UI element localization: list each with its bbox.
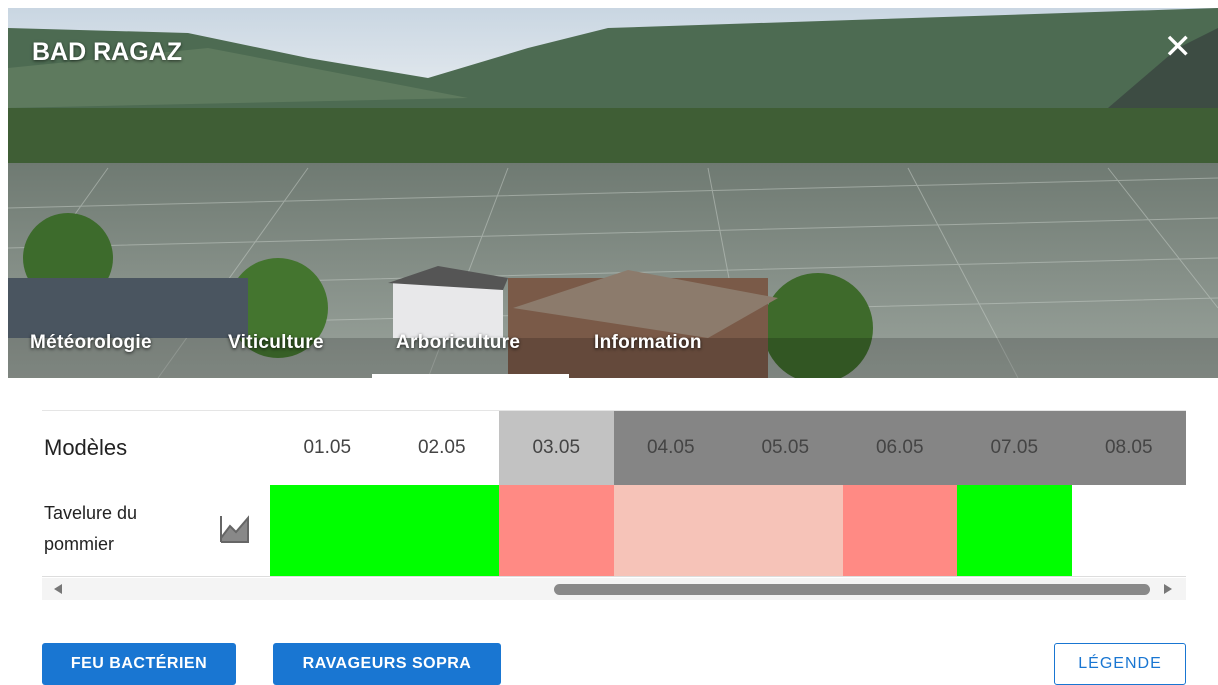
- scrollbar[interactable]: [42, 578, 1186, 600]
- table-header: Modèles: [44, 410, 127, 485]
- risk-cell: [728, 485, 843, 577]
- active-tab-indicator: [372, 374, 569, 378]
- location-title: BAD RAGAZ: [32, 38, 182, 67]
- scroll-thumb[interactable]: [554, 584, 1150, 595]
- tab[interactable]: Météorologie: [30, 332, 152, 354]
- action-button[interactable]: RAVAGEURS SOPRA: [273, 643, 501, 685]
- risk-cell: [614, 485, 729, 577]
- risk-cell: [385, 485, 500, 577]
- risk-cell: [499, 485, 614, 577]
- hero-image: BAD RAGAZ ✕ Météorologie Viticulture Arbor…: [8, 8, 1218, 378]
- page: BAD RAGAZ ✕ Météorologie Viticulture Arbor…: [0, 0, 1218, 682]
- tab[interactable]: Arboriculture: [396, 332, 520, 354]
- risk-cell: [270, 485, 385, 577]
- date-header: 08.05: [1072, 410, 1187, 485]
- date-header: 03.05: [499, 410, 614, 485]
- legend-button[interactable]: LÉGENDE: [1054, 643, 1186, 685]
- chart-icon[interactable]: [218, 512, 252, 546]
- landscape: [8, 8, 1218, 378]
- date-header: 07.05: [957, 410, 1072, 485]
- action-button[interactable]: FEU BACTÉRIEN: [42, 643, 236, 685]
- tab[interactable]: Viticulture: [228, 332, 324, 354]
- scroll-right[interactable]: [1164, 584, 1172, 594]
- close-button[interactable]: ✕: [1164, 30, 1193, 64]
- divider: [42, 410, 1186, 411]
- row-label: Tavelure du pommier: [44, 498, 194, 560]
- tab[interactable]: Information: [594, 332, 702, 354]
- date-header: 05.05: [728, 410, 843, 485]
- scroll-left[interactable]: [54, 584, 62, 594]
- risk-cell: [957, 485, 1072, 577]
- date-header: 06.05: [843, 410, 958, 485]
- date-header: 01.05: [270, 410, 385, 485]
- risk-cell: [1072, 485, 1187, 577]
- date-header: 02.05: [385, 410, 500, 485]
- date-header: 04.05: [614, 410, 729, 485]
- divider: [42, 576, 1186, 577]
- risk-cell: [843, 485, 958, 577]
